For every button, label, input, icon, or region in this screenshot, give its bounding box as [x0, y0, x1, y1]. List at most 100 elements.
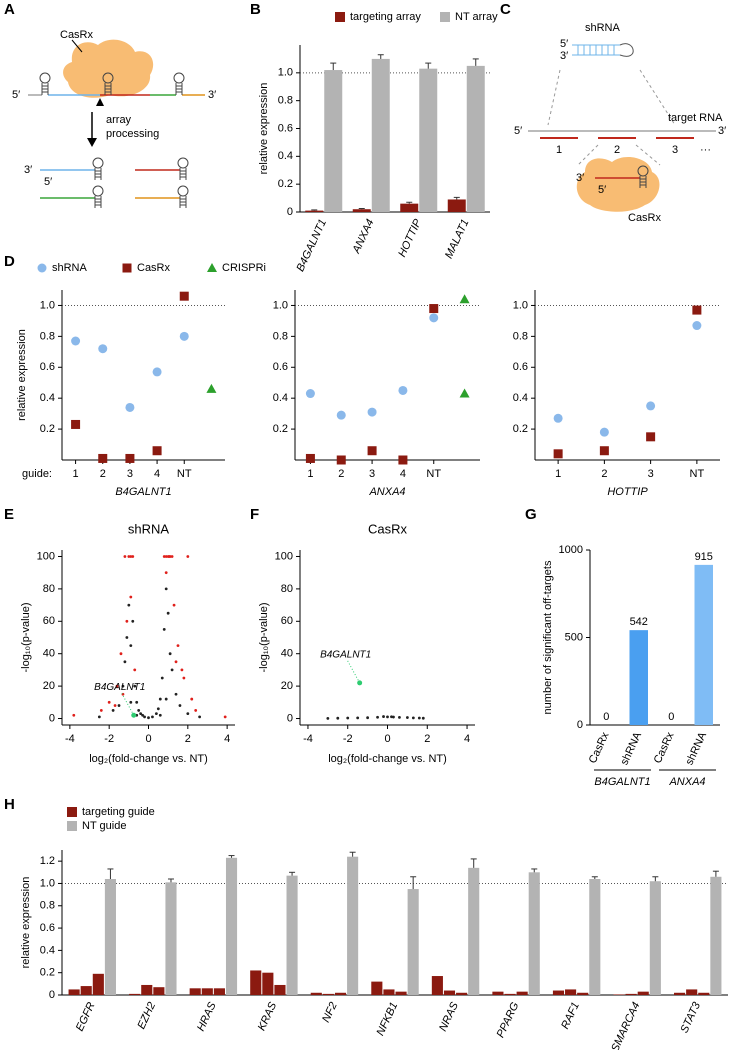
y-tick-label: 0.6 [40, 361, 55, 373]
diagram-c: shRNA 5′ 3′ target RNA 5′ 3′ 1 2 3 ··· 3… [514, 22, 726, 224]
bar [710, 876, 722, 995]
legend-label: targeting guide [82, 806, 155, 818]
group-label: ANXA4 [668, 776, 705, 788]
point [190, 697, 194, 701]
bar [492, 991, 504, 995]
bar [504, 993, 516, 995]
bar [698, 992, 710, 995]
x-tick-label: 1 [73, 468, 79, 480]
end-label: 5′ [514, 125, 522, 137]
x-tick-label: CasRx [587, 730, 612, 765]
point [336, 410, 346, 420]
x-tick-label: EGFR [74, 1000, 98, 1033]
point [71, 419, 81, 429]
arrow-head [87, 138, 97, 147]
chart-title: CasRx [368, 521, 408, 536]
bar [443, 990, 456, 995]
x-tick-label: 2 [185, 733, 191, 745]
x-tick-label: NT [426, 468, 441, 480]
end-label: 5′ [560, 38, 568, 50]
y-tick-label: 40 [43, 648, 55, 660]
x-tick-label: CasRx [652, 730, 677, 765]
y-tick-label: 0.4 [273, 392, 288, 404]
bar [129, 993, 141, 995]
annotation-leader [121, 693, 135, 716]
x-tick-label: HRAS [195, 1000, 219, 1033]
x-tick-label: 2 [424, 733, 430, 745]
point [143, 715, 146, 719]
point [405, 716, 409, 719]
panel-label: C [500, 1, 511, 18]
bar [565, 989, 577, 995]
x-axis-label: HOTTIP [607, 486, 648, 498]
point [398, 385, 408, 395]
x-tick-label: 4 [224, 733, 230, 745]
point [206, 383, 217, 393]
point [162, 555, 166, 558]
x-tick-label: KRAS [256, 1000, 280, 1033]
point [71, 336, 81, 346]
point [129, 555, 133, 558]
hairpin [173, 72, 185, 96]
point [127, 603, 131, 607]
bar [383, 989, 395, 995]
point [172, 603, 176, 607]
step-label: processing [106, 128, 159, 140]
site-label: 2 [614, 144, 620, 156]
casrx-protein [63, 39, 154, 98]
legend-label: NT array [455, 11, 498, 23]
y-tick-label: 80 [43, 583, 55, 595]
panel-label: B [250, 1, 261, 18]
bar [153, 987, 165, 995]
legend-swatch [335, 12, 345, 22]
y-tick-label: 100 [37, 550, 55, 562]
x-tick-label: NFKB1 [374, 1000, 400, 1037]
point [553, 413, 563, 423]
end-label: 5′ [598, 184, 606, 196]
panel-label: H [4, 796, 15, 813]
x-tick-label: 2 [338, 468, 344, 480]
hairpin [92, 157, 104, 181]
point [599, 427, 609, 437]
legend-label: CasRx [137, 262, 171, 274]
point [336, 455, 346, 465]
bar [589, 879, 601, 995]
bar [419, 68, 438, 213]
point [692, 305, 702, 315]
point [119, 652, 123, 656]
point [156, 707, 160, 711]
annotation: B4GALNT1 [94, 682, 145, 693]
point [376, 715, 379, 719]
bar [400, 203, 419, 212]
point [305, 389, 315, 399]
point [178, 704, 182, 707]
bar [225, 857, 238, 995]
point [152, 367, 162, 377]
y-tick-label: 0.2 [513, 423, 528, 435]
point [367, 446, 377, 456]
cleavage-site [96, 98, 104, 106]
x-axis-label: ANXA4 [368, 486, 405, 498]
legend-swatch [67, 807, 77, 817]
point [305, 453, 315, 463]
point [174, 660, 178, 664]
point [99, 709, 103, 712]
point [692, 321, 702, 331]
point [179, 331, 189, 341]
point [152, 446, 162, 456]
point [421, 716, 425, 720]
y-tick-label: 80 [281, 583, 293, 595]
point [139, 712, 143, 716]
site-label: ··· [700, 144, 711, 156]
y-tick-label: 0 [577, 719, 583, 731]
point [113, 704, 117, 707]
point [111, 709, 115, 712]
panel-label: D [4, 253, 15, 270]
y-tick-label: 0.6 [513, 361, 528, 373]
point [367, 407, 377, 417]
y-axis-label: relative expression [16, 329, 28, 421]
point [182, 676, 186, 680]
legend-label: shRNA [52, 262, 88, 274]
point [646, 401, 656, 411]
